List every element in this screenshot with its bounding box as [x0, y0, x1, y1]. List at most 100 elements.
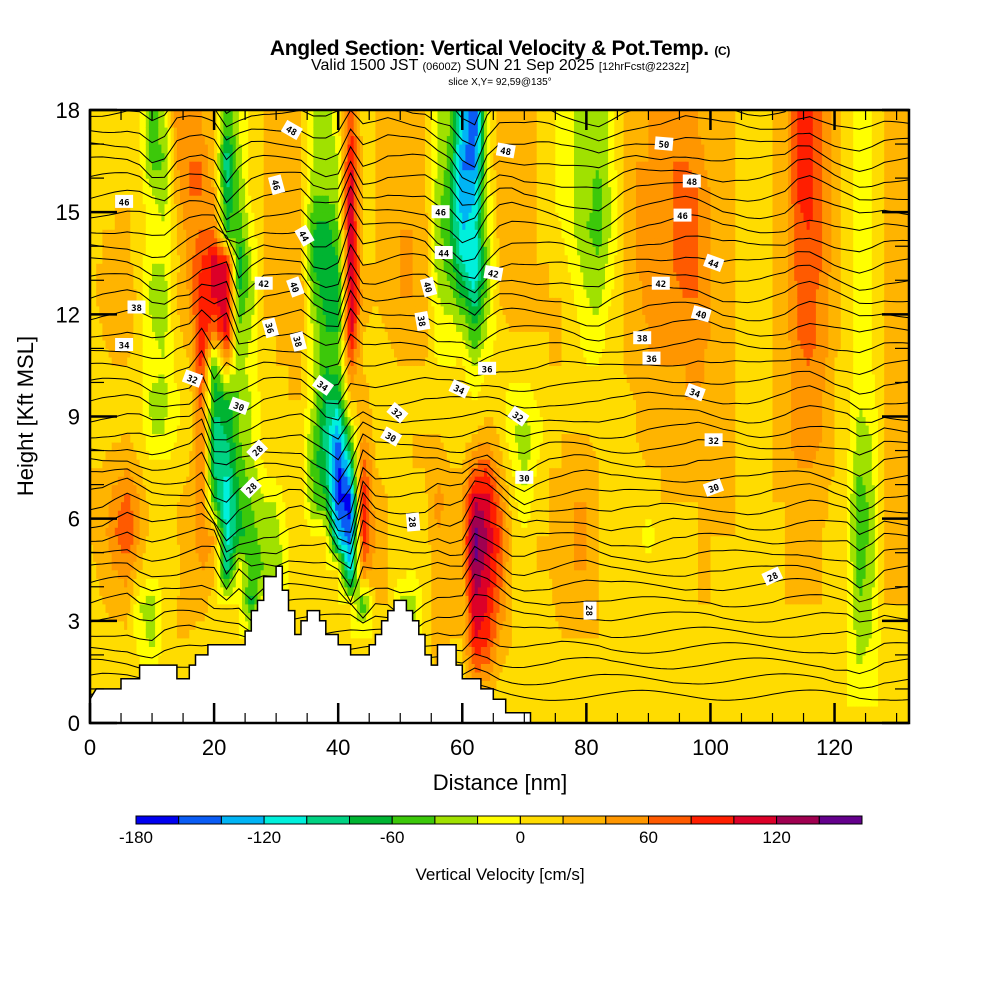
velocity-cell	[254, 552, 259, 562]
velocity-cell	[99, 442, 103, 452]
velocity-cell	[170, 527, 175, 537]
velocity-cell	[223, 433, 228, 443]
velocity-cell	[170, 263, 175, 273]
velocity-cell	[148, 450, 153, 460]
velocity-cell	[223, 450, 228, 460]
velocity-cell	[186, 612, 190, 622]
velocity-cell	[145, 288, 150, 298]
velocity-cell	[176, 263, 181, 273]
velocity-cell	[248, 510, 252, 520]
velocity-cell	[226, 578, 231, 588]
velocity-cell	[139, 552, 144, 562]
velocity-cell	[273, 365, 277, 375]
velocity-cell	[102, 246, 107, 256]
velocity-cell	[189, 654, 193, 664]
velocity-cell	[183, 671, 187, 681]
velocity-cell	[105, 280, 110, 290]
velocity-cell	[152, 433, 156, 443]
velocity-cell	[189, 246, 193, 256]
velocity-cell	[189, 203, 193, 213]
velocity-cell	[282, 425, 286, 435]
velocity-cell	[201, 297, 206, 307]
velocity-cell	[117, 510, 122, 520]
velocity-cell	[192, 510, 197, 520]
velocity-cell	[155, 110, 159, 120]
velocity-cell	[294, 314, 299, 324]
velocity-cell	[108, 195, 113, 205]
velocity-cell	[114, 433, 119, 443]
velocity-cell	[223, 595, 228, 605]
velocity-cell	[257, 237, 262, 247]
velocity-cell	[266, 416, 271, 426]
velocity-cell	[220, 493, 224, 503]
velocity-cell	[121, 322, 125, 332]
velocity-cell	[186, 127, 190, 137]
velocity-cell	[217, 569, 221, 579]
velocity-cell	[229, 595, 234, 605]
velocity-cell	[304, 552, 308, 562]
velocity-cell	[235, 322, 240, 332]
velocity-cell	[145, 144, 150, 154]
velocity-cell	[232, 135, 237, 145]
velocity-cell	[99, 552, 103, 562]
velocity-cell	[114, 135, 119, 145]
velocity-cell	[285, 535, 290, 545]
velocity-cell	[105, 331, 110, 341]
velocity-cell	[90, 110, 94, 120]
velocity-cell	[145, 348, 150, 358]
velocity-cell	[223, 620, 228, 630]
velocity-cell	[285, 152, 290, 162]
velocity-cell	[186, 305, 190, 315]
velocity-cell	[133, 569, 138, 579]
velocity-cell	[226, 271, 231, 281]
velocity-cell	[90, 561, 94, 571]
velocity-cell	[186, 595, 190, 605]
velocity-cell	[257, 586, 262, 596]
velocity-cell	[242, 178, 246, 188]
velocity-cell	[136, 391, 141, 401]
velocity-cell	[164, 637, 169, 647]
velocity-cell	[257, 416, 262, 426]
velocity-cell	[257, 118, 262, 128]
velocity-cell	[238, 314, 243, 324]
velocity-cell	[238, 442, 243, 452]
velocity-cell	[207, 442, 212, 452]
velocity-cell	[248, 442, 252, 452]
velocity-cell	[242, 246, 246, 256]
velocity-cell	[223, 356, 228, 366]
velocity-cell	[217, 144, 221, 154]
velocity-cell	[105, 391, 110, 401]
velocity-cell	[198, 603, 203, 613]
velocity-cell	[108, 527, 113, 537]
velocity-cell	[254, 382, 259, 392]
velocity-cell	[139, 237, 144, 247]
velocity-cell	[183, 552, 187, 562]
velocity-cell	[269, 246, 274, 256]
velocity-cell	[176, 152, 181, 162]
velocity-cell	[142, 178, 147, 188]
velocity-cell	[195, 110, 200, 120]
velocity-cell	[136, 612, 141, 622]
velocity-cell	[167, 442, 172, 452]
velocity-cell	[167, 654, 172, 664]
velocity-cell	[232, 356, 237, 366]
velocity-cell	[176, 237, 181, 247]
velocity-cell	[217, 382, 221, 392]
velocity-cell	[121, 331, 125, 341]
velocity-cell	[192, 433, 197, 443]
velocity-cell	[136, 161, 141, 171]
velocity-cell	[207, 178, 212, 188]
velocity-cell	[204, 348, 209, 358]
velocity-cell	[229, 382, 234, 392]
velocity-cell	[195, 629, 200, 639]
velocity-cell	[186, 450, 190, 460]
velocity-cell	[291, 229, 296, 239]
velocity-cell	[167, 220, 172, 230]
velocity-cell	[273, 442, 277, 452]
velocity-cell	[124, 110, 128, 120]
velocity-cell	[108, 484, 113, 494]
velocity-cell	[142, 186, 147, 196]
velocity-cell	[301, 135, 305, 145]
velocity-cell	[297, 416, 302, 426]
velocity-cell	[180, 493, 184, 503]
